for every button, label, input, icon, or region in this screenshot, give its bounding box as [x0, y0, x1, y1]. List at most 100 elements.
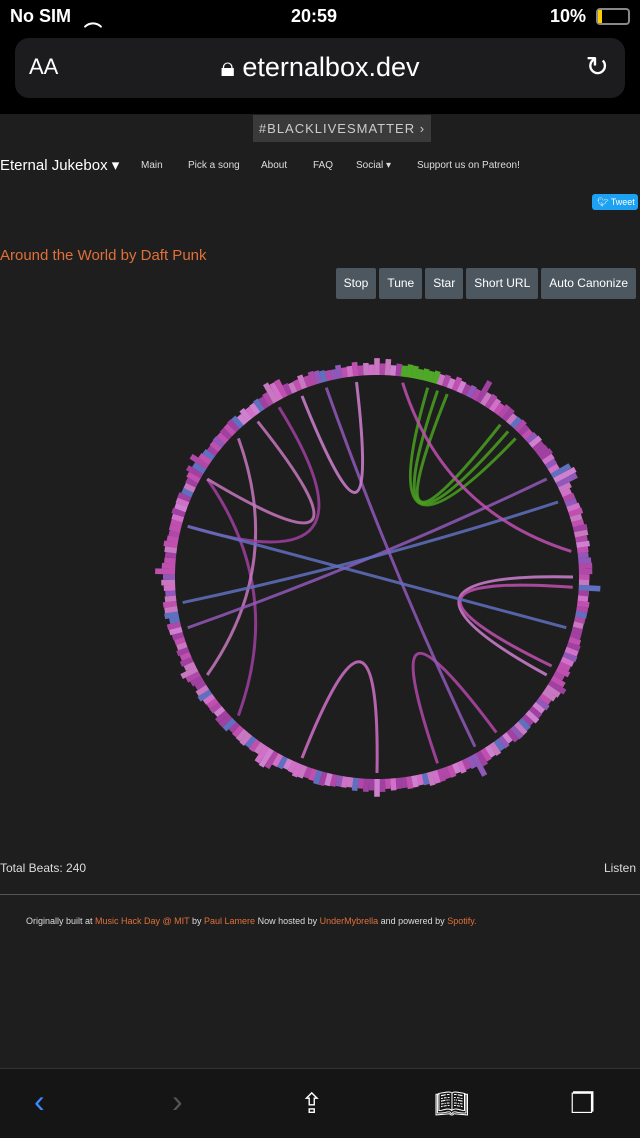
beat-tile[interactable]	[164, 551, 177, 559]
beat-tile[interactable]	[426, 771, 436, 787]
beat-tile[interactable]	[517, 424, 530, 437]
beat-tile[interactable]	[222, 717, 237, 732]
beat-tile[interactable]	[395, 777, 403, 790]
beat-tile[interactable]	[308, 768, 318, 782]
beat-tile[interactable]	[528, 706, 543, 719]
beat-tile[interactable]	[206, 445, 219, 457]
nav-main[interactable]: Main	[141, 160, 163, 171]
beat-tile[interactable]	[254, 744, 270, 764]
reader-button[interactable]: AA	[29, 54, 59, 79]
beat-tile[interactable]	[180, 666, 199, 680]
beat-tile[interactable]	[544, 458, 558, 470]
beat-tile[interactable]	[253, 741, 265, 755]
beat-tile[interactable]	[155, 568, 176, 575]
beat-tile[interactable]	[578, 557, 592, 564]
beat-tile[interactable]	[192, 462, 207, 474]
beat-tile[interactable]	[547, 463, 560, 474]
beat-tile[interactable]	[165, 590, 176, 597]
beat-tile[interactable]	[493, 402, 505, 416]
beat-tile[interactable]	[346, 365, 354, 378]
beat-tile[interactable]	[525, 710, 540, 724]
nav-about[interactable]: About	[261, 160, 288, 171]
beat-tile[interactable]	[198, 452, 213, 465]
beat-tile[interactable]	[164, 595, 177, 603]
beat-tile[interactable]	[475, 380, 493, 404]
tabs-icon[interactable]: ❐	[570, 1088, 596, 1119]
beat-tile[interactable]	[564, 646, 579, 657]
beat-tile[interactable]	[303, 375, 313, 388]
beat-tile[interactable]	[521, 714, 534, 727]
beat-tile[interactable]	[384, 358, 392, 376]
beat-tile[interactable]	[334, 364, 343, 379]
beat-tile[interactable]	[550, 675, 566, 688]
beat-tile[interactable]	[497, 404, 511, 419]
beat-tile[interactable]	[185, 465, 204, 479]
beat-tile[interactable]	[535, 697, 550, 711]
beat-tile[interactable]	[318, 771, 328, 787]
beat-tile[interactable]	[528, 435, 542, 448]
beat-tile[interactable]	[470, 388, 482, 401]
beat-tile[interactable]	[535, 444, 549, 457]
beat-tile[interactable]	[489, 741, 502, 756]
link-music-hack-day[interactable]: Music Hack Day @ MIT	[95, 916, 190, 926]
nav-brand[interactable]: Eternal Jukebox ▾	[0, 157, 120, 174]
beat-tile[interactable]	[550, 463, 572, 479]
beat-tile[interactable]	[461, 383, 472, 396]
beat-tile[interactable]	[313, 769, 323, 785]
beat-tile[interactable]	[577, 595, 589, 602]
beat-tile[interactable]	[395, 363, 403, 377]
nav-pick-a-song[interactable]: Pick a song	[188, 160, 240, 171]
beat-tile[interactable]	[292, 379, 303, 392]
beat-tile[interactable]	[538, 693, 552, 705]
beat-tile[interactable]	[456, 760, 467, 774]
beat-tile[interactable]	[400, 365, 408, 378]
beat-tile[interactable]	[269, 382, 284, 401]
beat-tile[interactable]	[574, 616, 586, 624]
stop-button[interactable]: Stop	[335, 268, 377, 299]
beat-tile[interactable]	[183, 661, 196, 672]
beat-tile[interactable]	[239, 732, 253, 746]
beat-tile[interactable]	[236, 413, 248, 426]
beat-tile[interactable]	[405, 364, 414, 378]
beat-tile[interactable]	[506, 413, 518, 426]
beat-tile[interactable]	[572, 523, 588, 533]
beat-tile[interactable]	[176, 646, 190, 657]
bookmarks-icon[interactable]: 📖︎	[434, 1088, 470, 1119]
beat-tile[interactable]	[166, 621, 182, 631]
beat-tile[interactable]	[303, 766, 313, 779]
beat-tile[interactable]	[558, 482, 572, 493]
beat-tile[interactable]	[426, 370, 435, 383]
beat-tile[interactable]	[197, 689, 213, 702]
beat-tile[interactable]	[578, 562, 593, 570]
beat-tile[interactable]	[171, 513, 185, 523]
beat-tile[interactable]	[226, 419, 240, 433]
beat-tile[interactable]	[232, 725, 244, 738]
beat-tile[interactable]	[185, 670, 201, 683]
beat-tile[interactable]	[553, 670, 565, 681]
beat-tile[interactable]	[517, 717, 531, 731]
beat-tile[interactable]	[501, 732, 513, 744]
beat-tile[interactable]	[161, 562, 176, 570]
beat-tile[interactable]	[568, 636, 582, 646]
beat-tile[interactable]	[576, 540, 590, 549]
beat-tile[interactable]	[179, 651, 192, 661]
share-icon[interactable]: ⇪	[300, 1088, 324, 1119]
beat-tile[interactable]	[216, 432, 229, 444]
nav-faq[interactable]: FAQ	[313, 160, 334, 171]
short-url-button[interactable]: Short URL	[466, 268, 539, 299]
nav-social[interactable]: Social ▾	[356, 160, 392, 171]
beat-tile[interactable]	[560, 488, 572, 498]
beat-tile[interactable]	[262, 392, 274, 407]
beat-tile[interactable]	[189, 453, 210, 470]
beat-tile[interactable]	[562, 651, 578, 663]
beat-tile[interactable]	[390, 778, 397, 791]
beat-tile[interactable]	[470, 753, 488, 777]
beat-tile[interactable]	[566, 641, 581, 652]
beat-tile[interactable]	[202, 693, 216, 705]
beat-tile[interactable]	[436, 768, 446, 782]
beat-tile[interactable]	[574, 529, 589, 538]
beat-tile[interactable]	[510, 725, 524, 740]
beat-tile[interactable]	[510, 416, 523, 429]
beat-tile[interactable]	[239, 408, 253, 422]
beat-tile[interactable]	[446, 377, 456, 390]
